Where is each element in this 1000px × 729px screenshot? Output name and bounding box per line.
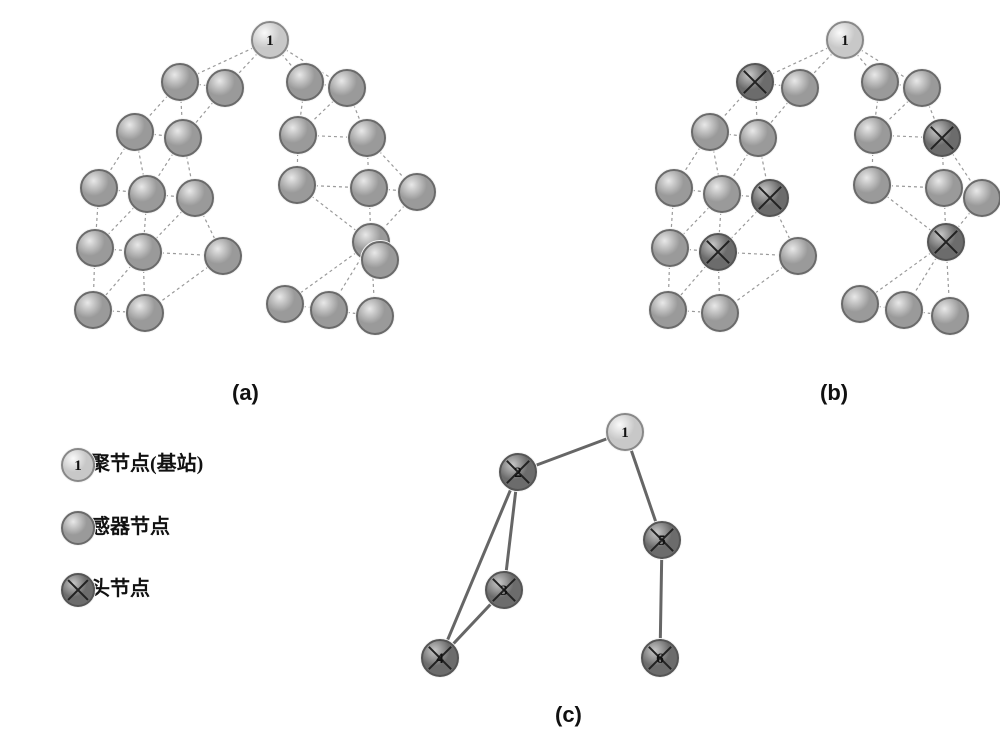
legend-row-sensor: 传感器节点: [60, 510, 170, 539]
legend-row-sink: 1 汇聚节点(基站): [60, 447, 203, 476]
svg-text:1: 1: [841, 33, 849, 49]
caption-c: (c): [555, 702, 582, 728]
legend-sink-icon: 1: [60, 447, 96, 483]
diagram-b: 1: [649, 21, 1000, 336]
svg-text:6: 6: [656, 651, 664, 667]
svg-text:1: 1: [74, 458, 82, 474]
diagram-c: 1 2 3 4 5 6: [421, 413, 682, 678]
svg-text:4: 4: [436, 651, 444, 667]
caption-b: (b): [820, 380, 848, 406]
legend-row-cluster: 簇头节点: [60, 572, 150, 601]
diagram-a: 1: [74, 21, 437, 336]
svg-text:1: 1: [621, 425, 629, 441]
legend-cluster-icon: [60, 572, 96, 608]
legend-sensor-icon: [60, 510, 96, 546]
svg-text:3: 3: [500, 583, 508, 599]
svg-text:2: 2: [514, 465, 522, 481]
svg-text:5: 5: [658, 533, 666, 549]
diagram-canvas: 1 1 1 2 3 4 5 6: [0, 0, 1000, 729]
svg-text:1: 1: [266, 33, 274, 49]
caption-a: (a): [232, 380, 259, 406]
